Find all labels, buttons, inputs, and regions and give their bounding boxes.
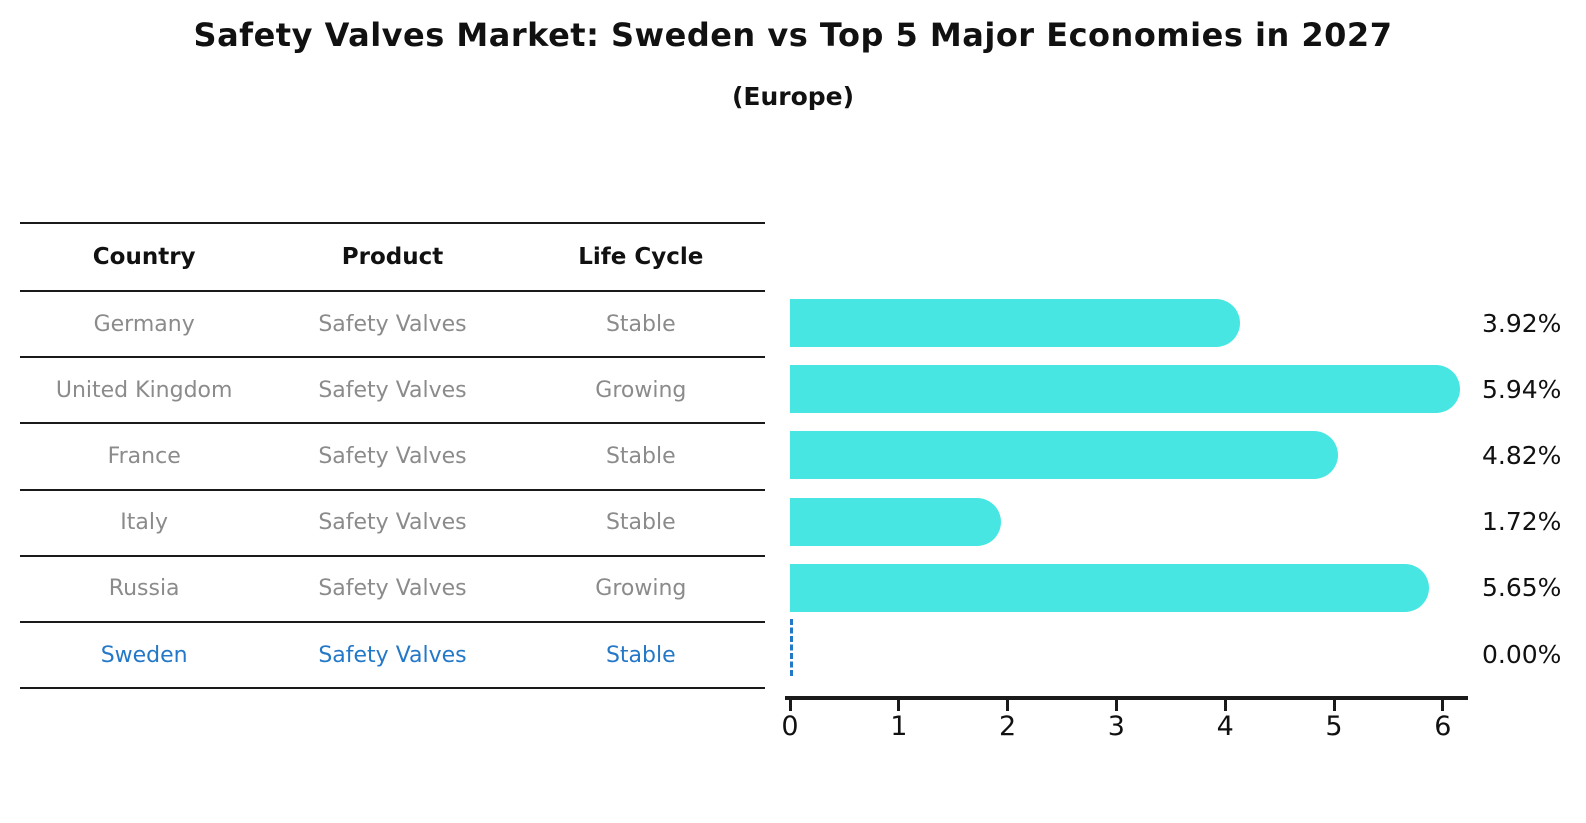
bar-row (790, 618, 1490, 687)
bar-row (790, 356, 1490, 422)
life-cycle-cell: Growing (595, 576, 687, 602)
x-tick (897, 700, 901, 711)
bar (790, 365, 1461, 414)
bar-plot-area (790, 290, 1490, 688)
x-tick-label: 1 (890, 711, 908, 742)
value-label: 0.00% (1482, 639, 1562, 669)
x-tick (1332, 700, 1336, 711)
table-row: Italy Safety Valves Stable (20, 491, 765, 557)
x-tick (1223, 700, 1227, 711)
value-label: 3.92% (1482, 308, 1562, 338)
value-label: 5.94% (1482, 374, 1562, 404)
bar (790, 497, 1002, 546)
product-cell: Safety Valves (318, 510, 467, 536)
zero-value-dashed-marker (790, 618, 793, 676)
x-tick-label: 2 (999, 711, 1017, 742)
life-cycle-cell: Stable (605, 510, 676, 536)
bar-row (790, 489, 1490, 555)
x-axis-line (785, 696, 1468, 700)
x-tick-label: 3 (1107, 711, 1125, 742)
x-tick (1114, 700, 1118, 711)
country-cell: Italy (120, 510, 169, 536)
bar (790, 563, 1429, 612)
x-tick-label: 4 (1216, 711, 1234, 742)
life-cycle-cell: Growing (595, 377, 687, 403)
table-header-row: Country Product Life Cycle (20, 224, 765, 292)
bar-row (790, 422, 1490, 488)
product-cell: Safety Valves (318, 377, 467, 403)
chart-subtitle: (Europe) (731, 82, 855, 111)
table-header-country: Country (92, 244, 196, 270)
country-cell: Sweden (100, 642, 188, 668)
product-cell: Safety Valves (318, 576, 467, 602)
value-label: 4.82% (1482, 440, 1562, 470)
value-labels-column: 3.92% 5.94% 4.82% 1.72% 5.65% 0.00% (1482, 290, 1586, 688)
x-tick (1441, 700, 1445, 711)
table-row-highlight-sweden: Sweden Safety Valves Stable (20, 623, 765, 690)
product-cell: Safety Valves (318, 311, 467, 337)
bar-row (790, 290, 1490, 356)
bar-row (790, 555, 1490, 621)
table-row: France Safety Valves Stable (20, 424, 765, 491)
value-label: 1.72% (1482, 507, 1562, 537)
chart-title: Safety Valves Market: Sweden vs Top 5 Ma… (193, 16, 1393, 54)
x-tick-label: 5 (1325, 711, 1343, 742)
table-header-life-cycle: Life Cycle (578, 244, 704, 270)
bar (790, 299, 1241, 347)
table-row: Germany Safety Valves Stable (20, 292, 765, 359)
value-label: 5.65% (1482, 573, 1562, 603)
life-cycle-cell: Stable (605, 311, 676, 337)
table-row: United Kingdom Safety Valves Growing (20, 358, 765, 425)
country-cell: Germany (93, 311, 195, 337)
country-cell: France (107, 443, 181, 469)
product-cell: Safety Valves (318, 642, 467, 668)
country-table: Country Product Life Cycle Germany Safet… (20, 222, 765, 690)
life-cycle-cell: Stable (605, 642, 676, 668)
table-row: Russia Safety Valves Growing (20, 557, 765, 623)
bar (790, 431, 1339, 480)
product-cell: Safety Valves (318, 443, 467, 469)
x-tick-label: 0 (781, 711, 799, 742)
x-tick (788, 700, 792, 711)
life-cycle-cell: Stable (605, 443, 676, 469)
x-tick (1006, 700, 1010, 711)
country-cell: Russia (108, 576, 180, 602)
x-tick-label: 6 (1434, 711, 1452, 742)
country-cell: United Kingdom (55, 377, 233, 403)
table-header-product: Product (341, 244, 444, 270)
